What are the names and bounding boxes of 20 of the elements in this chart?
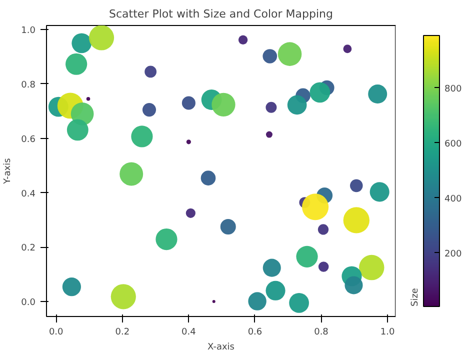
chart-title: Scatter Plot with Size and Color Mapping [109, 8, 333, 20]
y-tick-label: 0.0 [21, 298, 36, 308]
y-tick-label: 0.6 [21, 134, 36, 145]
x-tick-label: 0.6 [248, 328, 262, 338]
y-tick-label: 0.8 [21, 80, 36, 90]
color-bar-label: 200 [444, 249, 462, 260]
x-tick-label: 0.8 [314, 328, 329, 338]
x-tick-label: 0.2 [115, 328, 130, 338]
y-tick-label: 1.0 [21, 26, 36, 36]
x-tick-label: 1.0 [380, 328, 395, 338]
x-axis-title: X-axis [208, 342, 235, 352]
y-tick-label: 0.2 [21, 244, 36, 254]
color-bar-title: Size [410, 288, 420, 306]
y-tick-label: 0.4 [21, 189, 36, 200]
y-axis-title: Y-axis [3, 158, 14, 185]
color-bar-label: 600 [444, 139, 462, 150]
color-bar-label: 400 [444, 194, 462, 204]
x-tick-label: 0.0 [48, 328, 64, 338]
x-tick-label: 0.4 [182, 328, 196, 338]
color-bar-label: 800 [444, 84, 462, 94]
